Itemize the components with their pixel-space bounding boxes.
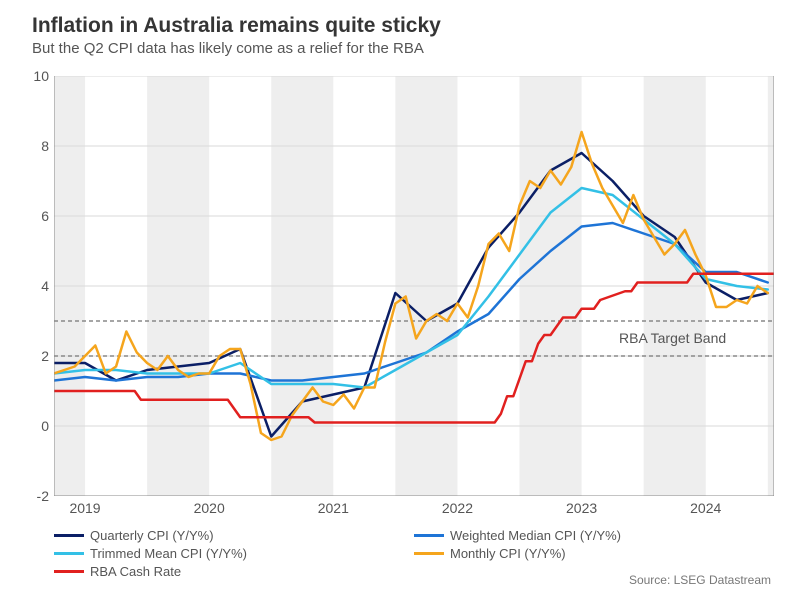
y-tick-label: 8 (9, 138, 49, 154)
x-tick-label: 2024 (690, 500, 721, 516)
legend-item-trimmed-mean-cpi: Trimmed Mean CPI (Y/Y%) (54, 545, 247, 561)
legend-swatch (54, 570, 84, 573)
legend-swatch (414, 534, 444, 537)
legend-label: Monthly CPI (Y/Y%) (450, 546, 566, 561)
x-tick-label: 2023 (566, 500, 597, 516)
y-tick-label: -2 (9, 488, 49, 504)
y-tick-label: 6 (9, 208, 49, 224)
legend-label: Weighted Median CPI (Y/Y%) (450, 528, 621, 543)
chart-plot (54, 76, 774, 496)
legend-label: Quarterly CPI (Y/Y%) (90, 528, 214, 543)
target-band-label: RBA Target Band (619, 330, 726, 346)
x-tick-label: 2021 (318, 500, 349, 516)
legend-label: RBA Cash Rate (90, 564, 181, 579)
y-tick-label: 10 (9, 68, 49, 84)
x-tick-label: 2022 (442, 500, 473, 516)
legend-swatch (54, 534, 84, 537)
chart-source: Source: LSEG Datastream (629, 573, 771, 587)
chart-subtitle: But the Q2 CPI data has likely come as a… (32, 40, 424, 57)
legend-item-monthly-cpi: Monthly CPI (Y/Y%) (414, 545, 566, 561)
x-tick-label: 2020 (194, 500, 225, 516)
y-tick-label: 0 (9, 418, 49, 434)
y-tick-label: 2 (9, 348, 49, 364)
legend-label: Trimmed Mean CPI (Y/Y%) (90, 546, 247, 561)
legend-item-quarterly-cpi: Quarterly CPI (Y/Y%) (54, 527, 214, 543)
legend-swatch (54, 552, 84, 555)
legend-item-weighted-median-cpi: Weighted Median CPI (Y/Y%) (414, 527, 621, 543)
x-tick-label: 2019 (69, 500, 100, 516)
legend-item-rba-cash-rate: RBA Cash Rate (54, 563, 181, 579)
legend-swatch (414, 552, 444, 555)
chart-title: Inflation in Australia remains quite sti… (32, 14, 441, 38)
y-tick-label: 4 (9, 278, 49, 294)
